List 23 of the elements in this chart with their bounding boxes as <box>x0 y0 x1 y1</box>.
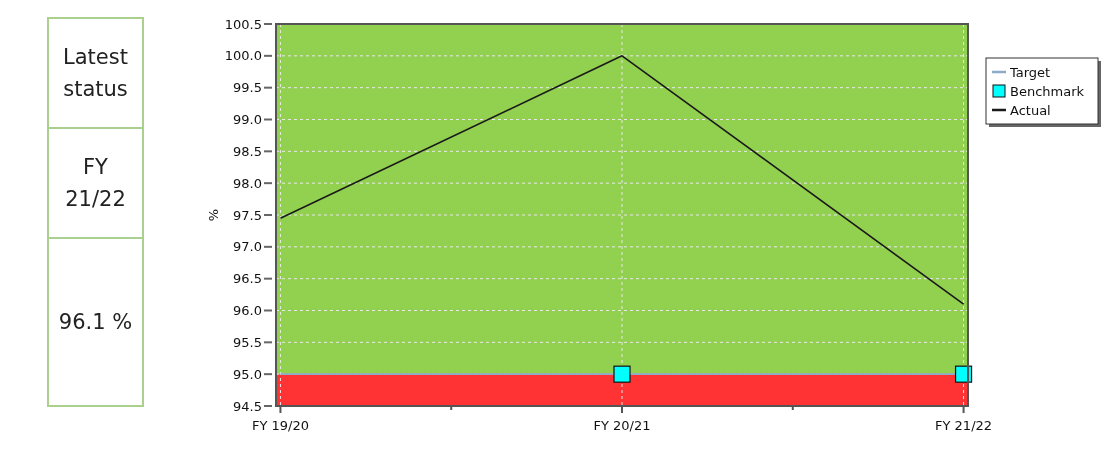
legend-label: Actual <box>1010 102 1051 118</box>
y-tick-label: 98.0 <box>233 175 262 191</box>
text: FY 21/22 <box>50 128 141 238</box>
y-tick-label: 94.5 <box>233 398 262 414</box>
x-tick-label: FY 20/21 <box>593 418 651 433</box>
y-tick-label: 100.0 <box>224 48 262 64</box>
y-tick-label: 98.5 <box>233 143 262 159</box>
y-tick-label: 99.0 <box>233 112 262 128</box>
y-tick-label: 96.0 <box>233 303 262 319</box>
y-tick-label: 97.0 <box>233 239 262 255</box>
x-tick-label: FY 19/20 <box>251 418 309 433</box>
text: 96.1 % <box>50 238 141 406</box>
y-tick-label: 99.5 <box>233 80 262 96</box>
y-axis-title: % <box>206 208 221 222</box>
text: Latest status <box>50 18 141 128</box>
y-tick-label: 96.5 <box>233 271 262 287</box>
legend-label: Target <box>1009 64 1051 80</box>
y-tick-label: 95.5 <box>233 334 262 350</box>
y-tick-label: 97.5 <box>233 207 262 223</box>
x-tick-label: FY 21/22 <box>935 418 993 433</box>
y-tick-label: 100.5 <box>224 16 262 32</box>
y-tick-label: 95.0 <box>233 366 262 382</box>
legend-label: Benchmark <box>1010 83 1085 99</box>
